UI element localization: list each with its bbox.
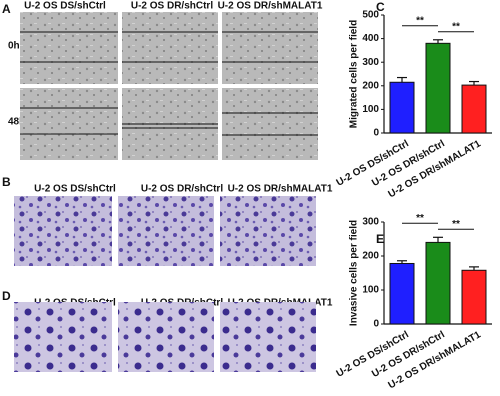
error-bar [469, 80, 479, 86]
y-tick-label: 400 [362, 33, 379, 44]
y-axis-label: Migrated cells per field [349, 20, 360, 128]
y-tick-label: 200 [362, 251, 379, 262]
panel-label: A [2, 2, 11, 16]
bar [425, 42, 451, 134]
error-bar [469, 266, 479, 271]
error-bar [397, 76, 407, 83]
column-label: U-2 OS DS/shCtrl [24, 1, 106, 12]
column-label: U-2 OS DR/shMALAT1 [228, 184, 333, 195]
y-tick-label: 300 [362, 57, 379, 68]
bar [461, 84, 487, 134]
y-tick-label: 100 [362, 104, 379, 115]
stain-image [14, 196, 112, 266]
wound-image [222, 88, 318, 160]
y-tick-label: 200 [362, 80, 379, 91]
stain-image [220, 196, 316, 266]
error-bar [397, 260, 407, 264]
wound-image [20, 12, 118, 84]
stain-image [118, 196, 214, 266]
column-label: U-2 OS DS/shCtrl [34, 184, 116, 195]
y-axis-label: Invasive cells per field [349, 220, 360, 326]
significance-label: ** [416, 213, 424, 224]
column-label: U-2 OS DR/shCtrl [131, 1, 213, 12]
column-label: U-2 OS DR/shMALAT1 [218, 1, 323, 12]
y-tick-label: 0 [373, 319, 379, 330]
wound-image [122, 12, 218, 84]
bar [425, 241, 451, 325]
y-tick-label: 300 [362, 217, 379, 228]
significance-label: ** [452, 219, 460, 230]
wound-image [222, 12, 318, 84]
panel-label: C [376, 0, 385, 14]
stain-image [14, 302, 112, 372]
panel-label: B [2, 175, 11, 189]
stain-image [220, 302, 316, 372]
y-tick-label: 500 [362, 10, 379, 21]
panel-label: E [376, 232, 384, 246]
significance-label: ** [416, 15, 424, 26]
bar [389, 262, 415, 325]
row-label: 48h [8, 117, 25, 128]
error-bar [433, 236, 443, 243]
error-bar [433, 39, 443, 44]
column-label: U-2 OS DR/shCtrl [141, 184, 223, 195]
y-tick-label: 0 [373, 128, 379, 139]
bar [461, 269, 487, 325]
panel-label: D [2, 289, 11, 303]
wound-image [20, 88, 118, 160]
y-tick-label: 100 [362, 285, 379, 296]
stain-image [118, 302, 214, 372]
bar [389, 81, 415, 134]
significance-label: ** [452, 21, 460, 32]
row-label: 0h [8, 41, 20, 52]
